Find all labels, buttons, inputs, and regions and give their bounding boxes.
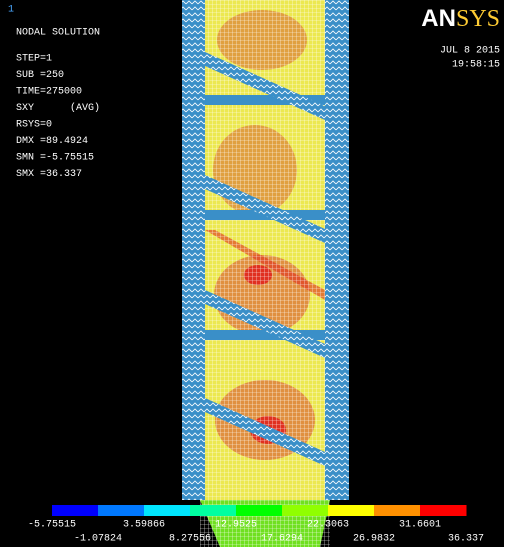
date: JUL 8 2015: [440, 46, 500, 57]
legend-label: 26.9832: [353, 534, 395, 545]
legend-swatch: [282, 505, 329, 516]
info-line: RSYS=0: [16, 120, 52, 131]
legend-swatch: [144, 505, 191, 516]
model: [182, 0, 349, 547]
info-line: SMN =-5.75515: [16, 153, 94, 164]
legend-swatch: [420, 505, 467, 516]
legend-swatch: [236, 505, 283, 516]
legend-label: 12.9525: [215, 520, 257, 531]
legend-label: 31.6601: [399, 520, 441, 531]
legend-label: -1.07824: [74, 534, 122, 545]
brace-mesh: [205, 52, 325, 466]
info-line: STEP=1: [16, 54, 52, 65]
legend-label: 22.3063: [307, 520, 349, 531]
info-line: SUB =250: [16, 70, 64, 81]
legend-label: 3.59866: [123, 520, 165, 531]
logo: ANSYS: [421, 5, 500, 32]
info-line: SXY (AVG): [16, 102, 100, 114]
legend-swatch: [328, 505, 375, 516]
window-number: 1: [8, 5, 14, 16]
legend-swatch: [374, 505, 421, 516]
left-flange-mesh: [182, 0, 205, 500]
time: 19:58:15: [452, 60, 500, 71]
legend-swatch: [190, 505, 237, 516]
legend-label: 8.27556: [169, 534, 211, 545]
info-line: DMX =89.4924: [16, 136, 88, 147]
title: NODAL SOLUTION: [16, 28, 100, 39]
right-flange-mesh: [325, 0, 349, 500]
info-line: TIME=275000: [16, 87, 82, 98]
logo-rest: SYS: [456, 6, 500, 32]
legend-label: 36.337: [448, 534, 484, 545]
legend-label: -5.75515: [28, 520, 76, 531]
legend-swatch: [52, 505, 99, 516]
legend-swatch: [98, 505, 145, 516]
info-line: SMX =36.337: [16, 169, 82, 180]
logo-bold: AN: [421, 5, 456, 32]
legend-label: 17.6294: [261, 534, 303, 545]
info: STEP=1 SUB =250 TIME=275000 SXY (AVG) RSYS=0…: [16, 54, 100, 181]
